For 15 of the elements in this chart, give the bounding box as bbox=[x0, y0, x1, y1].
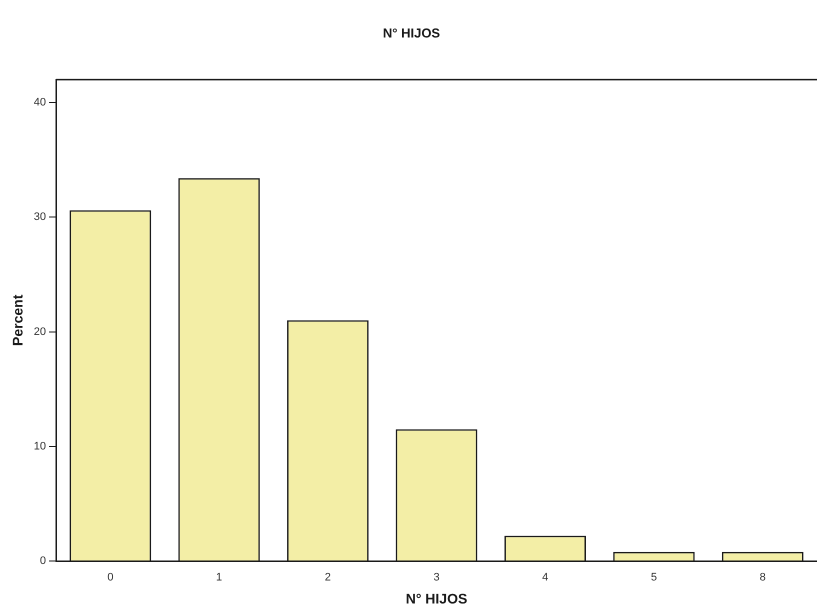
x-tick-label: 4 bbox=[542, 572, 548, 584]
x-tick-label: 8 bbox=[760, 572, 766, 584]
y-tick-label: 20 bbox=[34, 326, 46, 338]
x-tick-label: 2 bbox=[324, 572, 331, 584]
y-tick-label: 30 bbox=[34, 211, 46, 224]
y-tick-label: 40 bbox=[34, 96, 46, 109]
chart-title: N° HIJOS bbox=[382, 25, 440, 40]
y-tick-label: 10 bbox=[34, 440, 46, 452]
x-tick-label: 0 bbox=[107, 572, 114, 584]
x-axis-title: N° HIJOS bbox=[406, 590, 468, 606]
y-axis-title: Percent bbox=[9, 294, 26, 346]
x-tick-label: 3 bbox=[433, 572, 440, 584]
y-tick-label: 0 bbox=[40, 555, 46, 568]
x-tick-label: 5 bbox=[650, 572, 657, 584]
x-tick-label: 1 bbox=[216, 572, 222, 584]
